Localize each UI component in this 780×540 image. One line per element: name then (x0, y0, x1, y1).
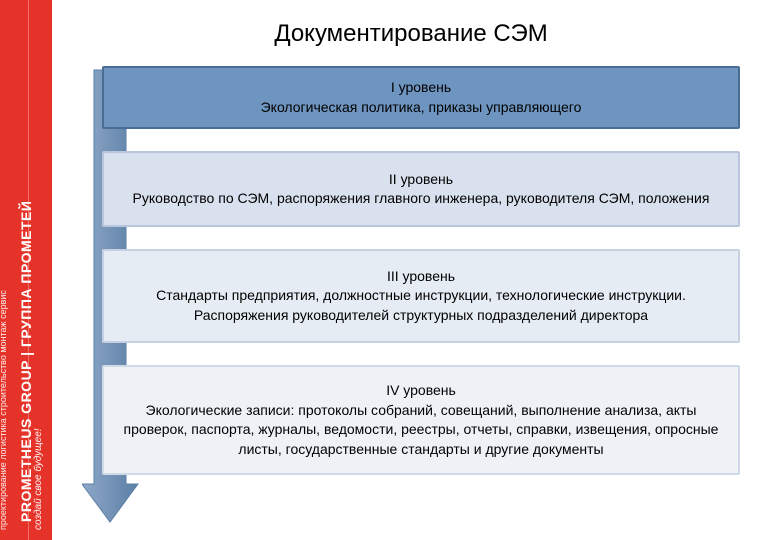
page-title: Документирование СЭМ (82, 20, 740, 48)
level-text: Руководство по СЭМ, распоряжения главног… (120, 189, 722, 209)
level-text: Экологические записи: протоколы собраний… (120, 401, 722, 460)
level-box-3: III уровеньСтандарты предприятия, должно… (102, 249, 740, 343)
levels-diagram: I уровеньЭкологическая политика, приказы… (82, 66, 740, 526)
brand-main-text: PROMETHEUS GROUP | ГРУППА ПРОМЕТЕЙ (18, 201, 34, 522)
level-box-4: IV уровеньЭкологические записи: протокол… (102, 365, 740, 475)
level-text: Стандарты предприятия, должностные инстр… (120, 286, 722, 325)
level-label: IV уровень (120, 381, 722, 401)
level-label: II уровень (120, 170, 722, 190)
brand-tagline: создай свое будущее! (33, 428, 44, 530)
level-label: III уровень (120, 267, 722, 287)
level-box-1: I уровеньЭкологическая политика, приказы… (102, 66, 740, 129)
level-box-2: II уровеньРуководство по СЭМ, распоряжен… (102, 151, 740, 227)
level-text: Экологическая политика, приказы управляю… (120, 98, 722, 118)
brand-sidebar: PROMETHEUS GROUP | ГРУППА ПРОМЕТЕЙ проек… (0, 0, 52, 540)
brand-sub-text: проектирование логистика строительство м… (0, 290, 8, 530)
level-label: I уровень (120, 78, 722, 98)
